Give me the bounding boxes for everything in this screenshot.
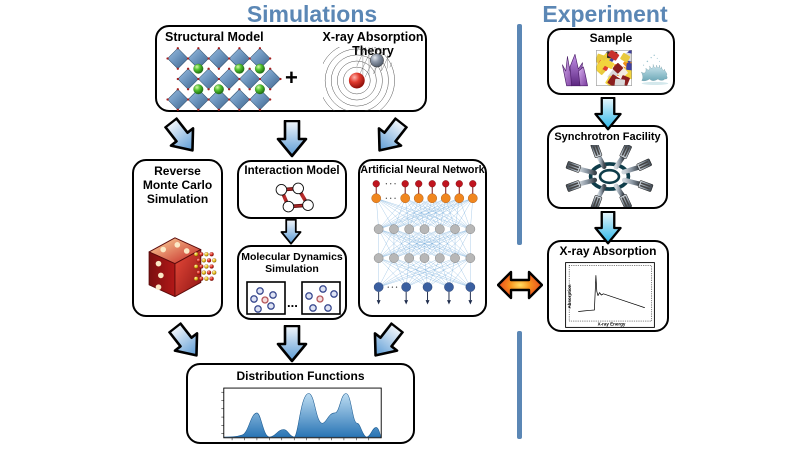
svg-text:Absorption: Absorption [567,284,572,308]
svg-text:X-ray Energy: X-ray Energy [598,322,626,327]
